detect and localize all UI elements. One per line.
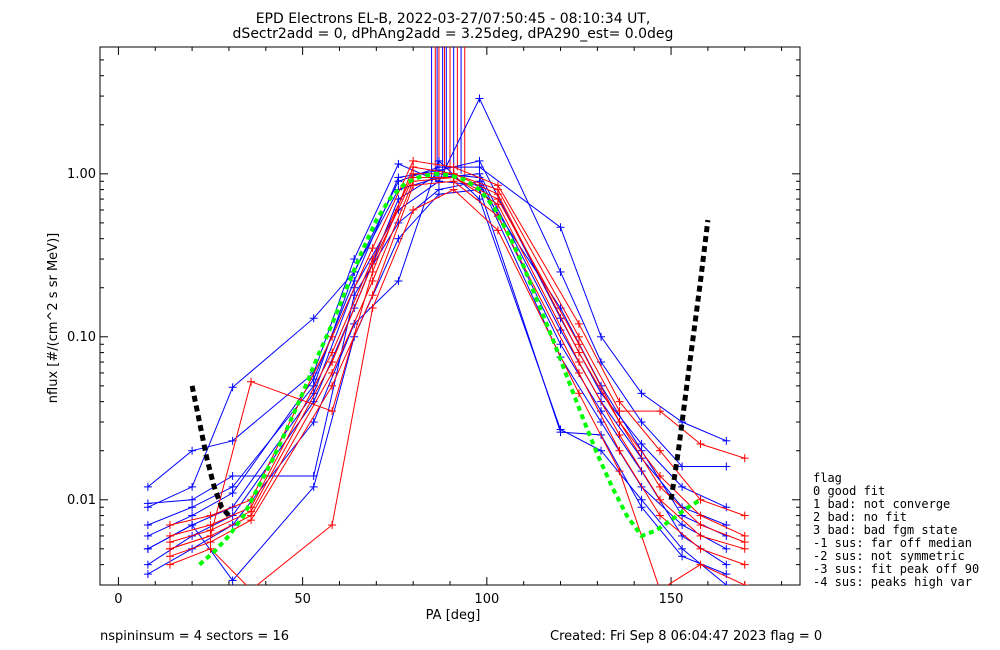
chart-subtitle: dSectr2add = 0, dPhAng2add = 3.25deg, dP… [233, 26, 674, 42]
legend-item: -1 sus: far off median [813, 536, 972, 550]
legend-item: 1 bad: not converge [813, 497, 950, 511]
series-line [169, 173, 745, 537]
series-red [166, 177, 749, 569]
legend-title: flag [813, 471, 842, 485]
series-blue [143, 156, 731, 540]
x-tick-label: 150 [659, 592, 684, 607]
legend-item: -4 sus: peaks high var [813, 575, 972, 589]
legend-item: 0 good fit [813, 484, 885, 498]
legend-item: 3 bad: bad fgm state [813, 523, 958, 537]
series-layer [143, 47, 749, 585]
series-blue [143, 169, 731, 530]
series-line [147, 180, 727, 550]
x-axis-label: PA [deg] [426, 608, 481, 623]
series-red [166, 169, 749, 540]
series-line [169, 160, 745, 526]
series-line [147, 160, 727, 585]
series-red [166, 185, 749, 585]
series-line [147, 166, 727, 508]
flag-legend: flag 0 good fit 1 bad: not converge 2 ba… [813, 471, 979, 589]
chart-title: EPD Electrons EL-B, 2022-03-27/07:50:45 … [256, 11, 651, 27]
y-tick-label: 1.00 [67, 167, 96, 182]
footer-left: nspininsum = 4 sectors = 16 [100, 629, 289, 644]
series-line [147, 160, 727, 537]
footer-right: Created: Fri Sep 8 06:04:47 2023 flag = … [550, 629, 822, 644]
fit-tail-black [189, 385, 231, 518]
x-tick-label: 100 [474, 592, 499, 607]
series-line [147, 173, 727, 526]
series-red [166, 156, 749, 530]
y-axis-label: nflux [#/(cm^2 s sr MeV)] [46, 233, 61, 403]
legend-item: -3 sus: fit peak off 90 [813, 562, 979, 576]
legend-item: -2 sus: not symmetric [813, 549, 965, 563]
series-blue [143, 177, 731, 553]
x-tick-label: 0 [114, 592, 122, 607]
y-tick-label: 0.10 [67, 330, 96, 345]
series-line [147, 180, 727, 550]
y-tick-label: 0.01 [67, 493, 96, 508]
series-blue [143, 156, 731, 585]
x-tick-label: 50 [294, 592, 311, 607]
fit-tail-black [668, 219, 711, 501]
series-red [166, 173, 749, 547]
fit-curve-green [198, 171, 702, 567]
series-blue [143, 177, 731, 553]
legend-item: 2 bad: no fit [813, 510, 907, 524]
series-line [169, 177, 745, 543]
